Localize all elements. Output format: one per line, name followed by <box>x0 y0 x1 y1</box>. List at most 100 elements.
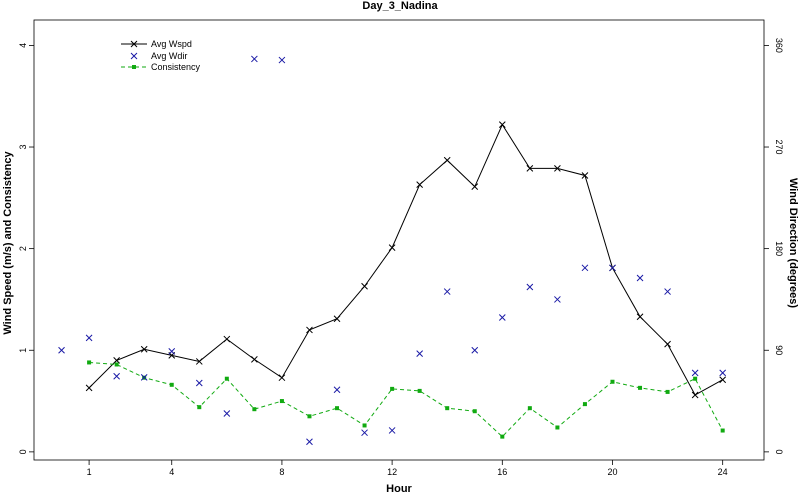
avg-wspd-point <box>195 358 203 365</box>
consistency-point <box>417 388 422 393</box>
avg-wdir-point <box>333 386 341 394</box>
consistency-point <box>279 399 284 404</box>
avg-wdir-point <box>443 288 451 295</box>
avg-wdir-point <box>581 264 589 272</box>
avg-wdir-point <box>498 314 506 321</box>
left-axis-ticks: 0 1 2 3 4 <box>18 43 34 454</box>
avg-wdir-point <box>471 346 479 354</box>
avg-wdir-point <box>140 373 148 381</box>
consistency-point <box>169 382 174 387</box>
avg-wspd-point <box>361 282 368 290</box>
avg-wdir-point <box>636 274 644 282</box>
avg-wspd-point <box>471 183 479 191</box>
consistency-point <box>610 379 615 384</box>
left-tick-label: 4 <box>18 43 28 48</box>
consistency-point <box>582 402 587 407</box>
legend-marker-avg-wdir <box>130 52 138 60</box>
avg-wdir-point <box>691 369 699 377</box>
avg-wspd-point <box>140 345 148 353</box>
consistency-point <box>87 360 92 365</box>
consistency-point <box>114 362 119 367</box>
avg-wdir-point <box>113 372 120 380</box>
avg-wspd-point <box>113 357 120 364</box>
consistency-point <box>197 405 202 410</box>
right-axis-title: Wind Direction (degrees) <box>787 178 799 308</box>
avg-wdir-point <box>609 264 616 272</box>
avg-wdir-point <box>719 369 727 377</box>
avg-wdir-point <box>416 350 424 357</box>
plot-frame <box>33 19 765 461</box>
avg-wdir-point <box>554 296 561 303</box>
avg-wdir-point <box>361 429 368 437</box>
legend-entry-consistency: Consistency <box>121 62 201 72</box>
consistency-point <box>335 406 340 411</box>
avg-wdir-point <box>278 56 286 64</box>
avg-wdir-point <box>223 410 231 417</box>
consistency-point <box>224 376 229 381</box>
avg-wspd-point <box>526 165 534 172</box>
right-tick-label: 360 <box>774 38 784 53</box>
legend-label-avg-wdir: Avg Wdir <box>151 51 187 61</box>
x-tick-label: 16 <box>497 467 507 477</box>
avg-wspd-point <box>85 384 93 392</box>
legend: Avg Wspd Avg Wdir Consistency <box>121 39 201 72</box>
consistency-point <box>555 425 560 430</box>
x-axis-title: Hour <box>386 483 412 495</box>
x-tick-label: 4 <box>169 467 174 477</box>
avg-wspd-point <box>443 156 451 164</box>
avg-wspd-point <box>416 181 424 188</box>
avg-wspd-point <box>251 356 258 363</box>
legend-entry-avg-wdir: Avg Wdir <box>130 51 187 61</box>
consistency-point <box>445 406 450 411</box>
avg-wspd-point <box>691 391 699 399</box>
avg-wdir-point <box>251 55 258 63</box>
consistency-point <box>307 414 312 419</box>
avg-wspd-point <box>223 335 231 343</box>
avg-wspd-point <box>306 326 313 334</box>
series-consistency-line <box>89 361 724 438</box>
consistency-point <box>500 434 505 439</box>
legend-label-avg-wspd: Avg Wspd <box>151 39 192 49</box>
avg-wspd-point <box>719 376 727 384</box>
left-axis-title: Wind Speed (m/s) and Consistency <box>2 150 14 334</box>
chart-title: Day_3_Nadina <box>362 0 438 12</box>
left-tick-label: 3 <box>18 145 28 150</box>
consistency-point <box>693 376 698 381</box>
right-tick-label: 0 <box>774 449 784 454</box>
avg-wdir-point <box>526 283 534 291</box>
consistency-point <box>252 407 257 412</box>
consistency-point <box>362 423 367 428</box>
consistency-point <box>472 409 477 414</box>
avg-wdir-point <box>664 288 671 295</box>
avg-wspd-point <box>278 374 286 382</box>
avg-wspd-point <box>388 244 396 251</box>
avg-wdir-point <box>85 334 93 342</box>
avg-wdir-point <box>168 348 176 355</box>
avg-wdir-point <box>388 427 396 434</box>
avg-wspd-point <box>554 165 561 172</box>
avg-wspd-point <box>636 313 644 321</box>
left-tick-label: 1 <box>18 348 28 353</box>
right-tick-label: 180 <box>774 241 784 256</box>
right-axis-ticks: 0 90 180 270 360 <box>764 38 784 454</box>
consistency-point <box>720 428 725 433</box>
avg-wspd-point <box>333 315 341 323</box>
legend-marker-avg-wspd <box>130 40 138 48</box>
right-tick-label: 270 <box>774 140 784 155</box>
avg-wspd-point <box>664 340 671 348</box>
x-tick-label: 12 <box>387 467 397 477</box>
consistency-point <box>665 389 670 394</box>
x-tick-label: 1 <box>87 467 92 477</box>
avg-wdir-point <box>306 438 313 446</box>
x-tick-label: 24 <box>718 467 728 477</box>
x-tick-label: 20 <box>607 467 617 477</box>
avg-wspd-point <box>581 172 589 179</box>
avg-wspd-point <box>498 121 506 129</box>
legend-entry-avg-wspd: Avg Wspd <box>121 39 192 49</box>
left-tick-label: 2 <box>18 246 28 251</box>
legend-marker-consistency <box>132 65 136 69</box>
consistency-point <box>390 386 395 391</box>
right-tick-label: 90 <box>774 345 784 355</box>
